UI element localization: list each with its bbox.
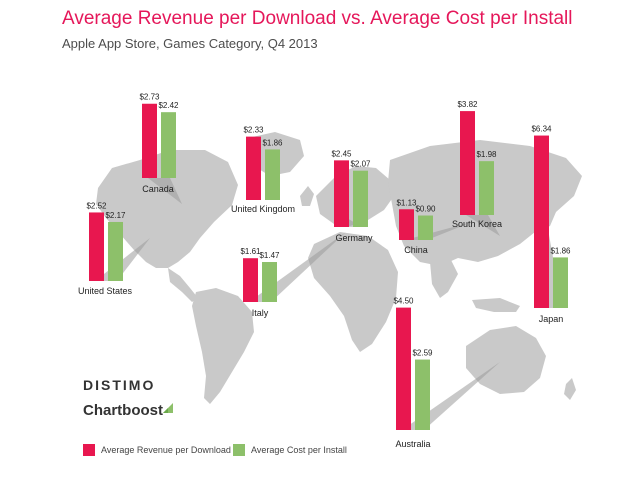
new-zealand-shape [564,378,576,400]
value-label-revenue-germany: $2.45 [331,149,352,158]
pointer-south-korea [466,215,500,236]
value-label-cost-south-korea: $1.98 [476,150,497,159]
bar-cost-united-kingdom [265,149,280,200]
central-america-shape [168,268,198,302]
value-label-revenue-australia: $4.50 [393,297,414,306]
bar-revenue-united-states [89,212,104,281]
bar-revenue-united-kingdom [246,136,261,200]
value-label-revenue-united-states: $2.52 [86,201,107,210]
pointer-canada [148,178,182,204]
bar-cost-canada [161,112,176,178]
country-label-united-kingdom: United Kingdom [231,204,295,214]
uk-shape [300,186,314,206]
value-label-cost-australia: $2.59 [412,349,433,358]
value-label-cost-japan: $1.86 [550,246,571,255]
indonesia-shape [472,298,520,312]
value-label-cost-canada: $2.42 [158,101,179,110]
bar-cost-united-states [108,221,123,281]
value-label-cost-china: $0.90 [415,205,436,214]
legend-swatch-cost [233,444,245,456]
bar-cost-australia [415,359,430,430]
value-label-revenue-canada: $2.73 [139,93,160,102]
value-label-revenue-united-kingdom: $2.33 [243,126,264,135]
chartboost-logo: Chartboost [83,402,163,419]
country-label-japan: Japan [539,314,564,324]
bar-revenue-germany [334,160,349,227]
bar-cost-germany [353,170,368,227]
country-label-australia: Australia [395,439,430,449]
country-label-south-korea: South Korea [452,219,502,229]
india-shape [430,258,458,298]
country-label-italy: Italy [252,308,269,318]
value-label-cost-united-kingdom: $1.86 [262,138,283,147]
legend-swatch-revenue [83,444,95,456]
africa-shape [308,232,398,352]
value-label-revenue-south-korea: $3.82 [457,100,478,109]
legend-item-cost: Average Cost per Install [233,444,347,456]
bar-revenue-china [399,209,414,240]
bar-cost-japan [553,257,568,308]
bar-layer [89,103,568,430]
country-label-germany: Germany [335,233,373,243]
legend-item-revenue: Average Revenue per Download [83,444,231,456]
bar-cost-south-korea [479,161,494,215]
bar-cost-china [418,215,433,240]
country-label-canada: Canada [142,184,174,194]
australia-shape [466,326,546,394]
bar-cost-italy [262,262,277,302]
value-label-cost-germany: $2.07 [350,160,371,169]
legend-label-cost: Average Cost per Install [251,445,347,455]
distimo-logo: DISTIMO [83,377,156,393]
bar-revenue-south-korea [460,111,475,215]
value-label-cost-united-states: $2.17 [105,211,126,220]
label-layer: $2.52$2.17 United States $2.73$2.42 Canada $… [78,93,571,449]
value-label-revenue-italy: $1.61 [240,247,261,256]
bar-revenue-italy [243,258,258,302]
chartboost-mark-icon [163,403,173,413]
value-label-revenue-china: $1.13 [396,198,417,207]
bar-revenue-japan [534,135,549,308]
north-america-shape [96,150,238,268]
south-america-shape [192,288,254,404]
legend-label-revenue: Average Revenue per Download [101,445,231,455]
value-label-revenue-japan: $6.34 [531,125,552,134]
chart-title: Average Revenue per Download vs. Average… [62,8,573,29]
country-label-china: China [404,245,428,255]
chart-subtitle: Apple App Store, Games Category, Q4 2013 [62,36,318,51]
bar-revenue-australia [396,307,411,430]
country-label-united-states: United States [78,286,133,296]
value-label-cost-italy: $1.47 [259,251,280,260]
bar-revenue-canada [142,103,157,178]
